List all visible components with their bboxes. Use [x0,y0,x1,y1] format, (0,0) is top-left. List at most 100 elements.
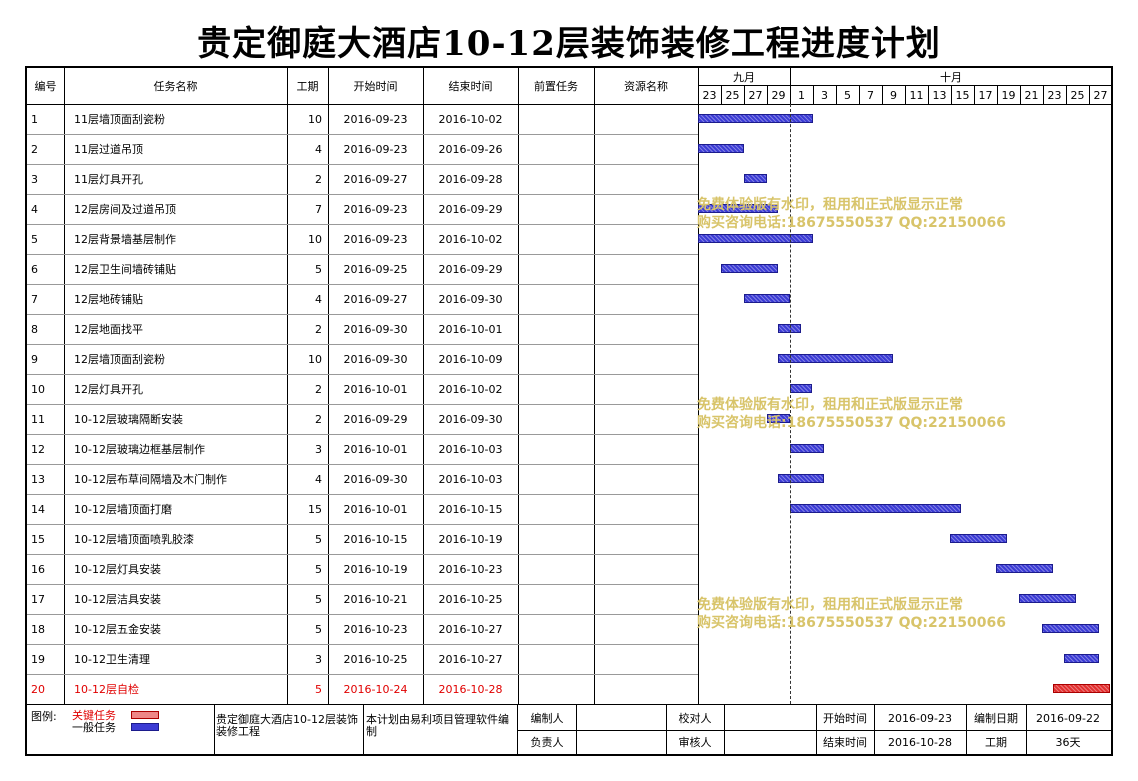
task-bar [1064,654,1099,663]
task-duration-cell: 15 [308,502,322,516]
task-bar [766,414,790,423]
column-divider [423,68,424,704]
timeline-day-label: 9 [890,88,897,102]
task-name-cell: 10-12层自检 [74,683,139,696]
watermark-line: 购买咨询电话:18675550537 QQ:22150066 [697,415,1006,431]
timeline-day-label: 27 [1093,88,1108,102]
task-predecessor-cell [518,434,594,464]
row-divider [27,554,698,555]
timeline-day-divider [836,86,837,104]
legend-label: 图例: [31,710,57,723]
task-start-cell: 2016-10-15 [343,532,408,546]
task-id-cell: 13 [31,472,45,486]
row-divider [27,284,698,285]
task-predecessor-cell [518,464,594,494]
row-divider [27,134,698,135]
column-divider [64,68,65,704]
timeline-day-label: 15 [955,88,970,102]
task-name-cell: 12层地砖铺贴 [74,293,143,306]
task-id-cell: 9 [31,352,38,366]
task-id-cell: 6 [31,262,38,276]
timeline-day-divider [721,86,722,104]
task-id-cell: 4 [31,202,38,216]
task-name-cell: 10-12层玻璃隔断安装 [74,413,183,426]
task-bar [778,354,893,363]
task-duration-cell: 7 [315,202,322,216]
timeline-day-label: 29 [771,88,786,102]
row-divider [27,674,698,675]
page-title: 贵定御庭大酒店10-12层装饰装修工程进度计划 [197,24,941,64]
task-predecessor-cell [518,524,594,554]
timeline-day-label: 3 [821,88,828,102]
timeline-day-label: 25 [725,88,740,102]
end-time-label: 结束时间 [823,736,867,749]
watermark-text: 免费体验版有水印，租用和正式版显示正常 购买咨询电话:18675550537 QQ… [697,196,1006,232]
legend-normal-label: 一般任务 [72,721,116,734]
task-predecessor-cell [518,284,594,314]
column-header-predecessor: 前置任务 [534,80,578,93]
task-predecessor-cell [518,224,594,254]
task-id-cell: 17 [31,592,45,606]
watermark-line: 免费体验版有水印，租用和正式版显示正常 [697,397,963,413]
end-time-value: 2016-10-28 [888,735,952,749]
task-start-cell: 2016-09-27 [343,172,408,186]
task-resource-cell [594,614,698,644]
gantt-table: 编号 任务名称 工期 开始时间 结束时间 前置任务 资源名称 九月 十月 23 25 27 29 1 3 5 7… [25,66,1113,756]
task-bar [743,174,767,183]
task-duration-cell: 2 [315,412,322,426]
task-predecessor-cell [518,674,594,704]
timeline-day-label: 5 [844,88,851,102]
task-duration-cell: 3 [315,652,322,666]
column-header-start: 开始时间 [353,80,398,93]
task-resource-cell [594,404,698,434]
task-predecessor-cell [518,644,594,674]
timeline-day-divider [1066,86,1067,104]
timeline-month-divider [698,85,1111,86]
timeline-day-divider [790,86,791,104]
task-resource-cell [594,104,698,134]
task-name-cell: 10-12层玻璃边框基层制作 [74,443,205,456]
task-id-cell: 14 [31,502,45,516]
task-resource-cell [594,134,698,164]
task-bar [698,144,744,153]
task-end-cell: 2016-10-02 [438,382,503,396]
task-start-cell: 2016-10-23 [343,622,408,636]
timeline-day-divider [974,86,975,104]
task-end-cell: 2016-09-26 [438,142,503,156]
legend-critical-swatch [131,711,159,719]
task-start-cell: 2016-10-25 [343,652,408,666]
legend-normal-swatch [131,723,159,731]
row-divider [27,374,698,375]
timeline-day-divider [928,86,929,104]
task-id-cell: 20 [31,682,45,696]
column-header-id: 编号 [34,80,57,93]
task-predecessor-cell [518,164,594,194]
task-end-cell: 2016-10-03 [438,442,503,456]
task-end-cell: 2016-09-29 [438,202,503,216]
timeline-day-divider [882,86,883,104]
owner-label: 负责人 [530,736,564,749]
timeline-day-label: 17 [978,88,993,102]
footer-divider [724,704,725,754]
timeline-month-label: 十月 [940,70,962,84]
timeline-day-divider [905,86,906,104]
task-duration-cell: 10 [308,112,322,126]
task-name-cell: 10-12层五金安装 [74,623,161,636]
watermark-line: 购买咨询电话:18675550537 QQ:22150066 [697,615,1006,631]
task-start-cell: 2016-10-01 [343,502,408,516]
task-start-cell: 2016-10-24 [343,682,408,696]
task-predecessor-cell [518,614,594,644]
task-duration-cell: 5 [315,262,322,276]
task-resource-cell [594,674,698,704]
task-name-cell: 10-12层灯具安装 [74,563,161,576]
footer-divider [363,704,364,754]
task-start-cell: 2016-09-23 [343,232,408,246]
task-end-cell: 2016-10-19 [438,532,503,546]
task-end-cell: 2016-10-03 [438,472,503,486]
task-name-cell: 11层灯具开孔 [74,173,143,186]
made-date-value: 2016-09-22 [1036,711,1100,725]
task-start-cell: 2016-09-23 [343,202,408,216]
row-divider [27,254,698,255]
task-bar [995,564,1053,573]
task-name-cell: 12层卫生间墙砖铺贴 [74,263,176,276]
